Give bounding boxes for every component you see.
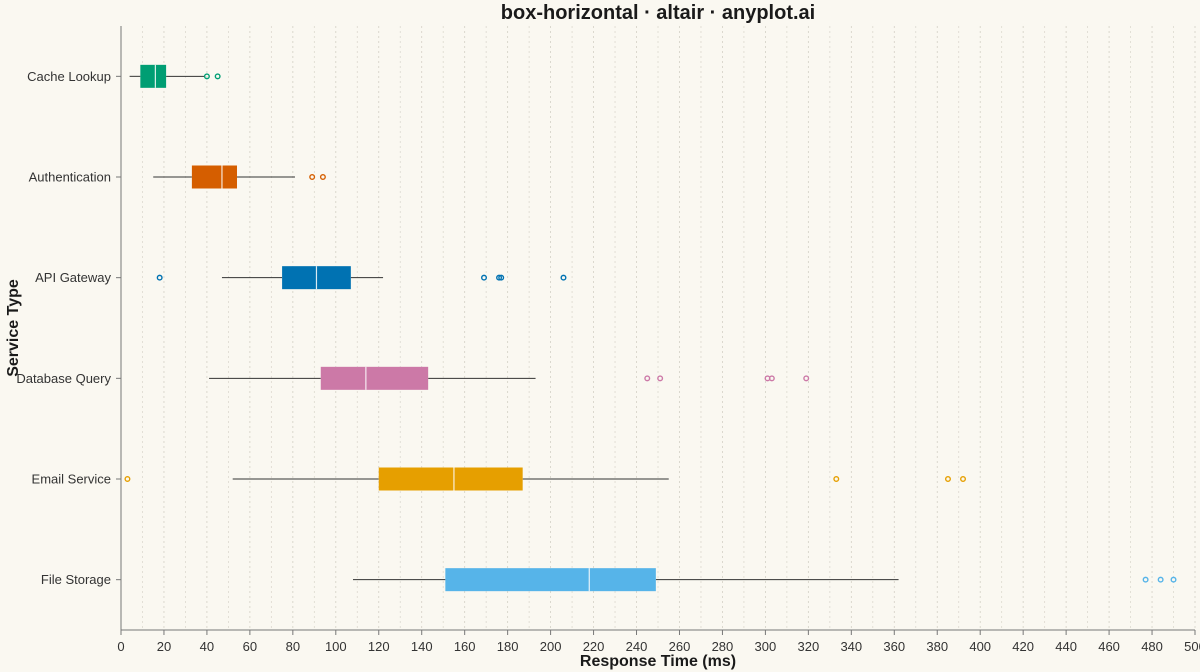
- y-tick-label: Authentication: [29, 170, 111, 185]
- box: [140, 64, 167, 88]
- x-tick-label: 460: [1098, 639, 1120, 654]
- x-tick-label: 240: [626, 639, 648, 654]
- x-tick-label: 440: [1055, 639, 1077, 654]
- outlier-point: [803, 375, 810, 382]
- outlier-point: [481, 274, 488, 281]
- outlier-point: [203, 73, 210, 80]
- outlier-point: [657, 375, 664, 382]
- outlier-point: [560, 274, 567, 281]
- box-group: [153, 165, 326, 189]
- outlier-point: [1157, 576, 1164, 583]
- outlier-point: [833, 476, 840, 483]
- boxes: [124, 64, 1177, 592]
- x-tick-label: 160: [454, 639, 476, 654]
- grid: [142, 26, 1196, 630]
- box: [191, 165, 237, 189]
- x-tick-label: 180: [497, 639, 519, 654]
- x-tick-label: 140: [411, 639, 433, 654]
- box-group: [156, 266, 567, 290]
- outlier-point: [498, 274, 505, 281]
- x-tick-label: 200: [540, 639, 562, 654]
- box-group: [209, 366, 810, 390]
- x-tick-label: 100: [325, 639, 347, 654]
- x-tick-label: 380: [926, 639, 948, 654]
- outlier-point: [309, 173, 316, 180]
- box: [320, 366, 429, 390]
- y-tick-label: Database Query: [16, 371, 111, 386]
- x-tick-label: 220: [583, 639, 605, 654]
- outlier-point: [1142, 576, 1149, 583]
- box: [445, 568, 656, 592]
- y-tick-label: Cache Lookup: [27, 69, 111, 84]
- outlier-point: [768, 375, 775, 382]
- x-tick-label: 60: [243, 639, 257, 654]
- x-tick-label: 120: [368, 639, 390, 654]
- x-tick-label: 480: [1141, 639, 1163, 654]
- x-tick-label: 20: [157, 639, 171, 654]
- outlier-point: [156, 274, 163, 281]
- x-tick-label: 360: [883, 639, 905, 654]
- x-tick-label: 280: [712, 639, 734, 654]
- x-axis-ticks: 0 20 40 60 80 100 120 140 160 180 200 220 240 260 280 3…: [117, 630, 1200, 654]
- x-tick-label: 40: [200, 639, 214, 654]
- y-axis-title: Service Type: [5, 279, 22, 377]
- outlier-point: [644, 375, 651, 382]
- x-tick-label: 420: [1012, 639, 1034, 654]
- chart-title: box-horizontal · altair · anyplot.ai: [501, 2, 815, 24]
- x-tick-label: 500: [1184, 639, 1200, 654]
- box-group: [129, 64, 221, 88]
- outlier-point: [319, 173, 326, 180]
- box-group: [352, 568, 1177, 592]
- x-tick-label: 400: [969, 639, 991, 654]
- outlier-point: [944, 476, 951, 483]
- y-tick-label: File Storage: [41, 572, 111, 587]
- x-tick-label: 80: [286, 639, 300, 654]
- x-tick-label: 340: [840, 639, 862, 654]
- x-axis-title: Response Time (ms): [580, 653, 736, 670]
- outlier-point: [496, 274, 503, 281]
- y-tick-label: API Gateway: [35, 270, 111, 285]
- outlier-point: [960, 476, 967, 483]
- x-tick-label: 260: [669, 639, 691, 654]
- outlier-point: [124, 476, 131, 483]
- y-axis-ticks: Cache Lookup Authentication API Gateway Dat…: [16, 69, 121, 587]
- y-tick-label: Email Service: [32, 472, 111, 487]
- outlier-point: [1170, 576, 1177, 583]
- x-tick-label: 320: [798, 639, 820, 654]
- outlier-point: [214, 73, 221, 80]
- box-group: [124, 467, 967, 491]
- x-tick-label: 0: [117, 639, 124, 654]
- x-tick-label: 300: [755, 639, 777, 654]
- box: [378, 467, 523, 491]
